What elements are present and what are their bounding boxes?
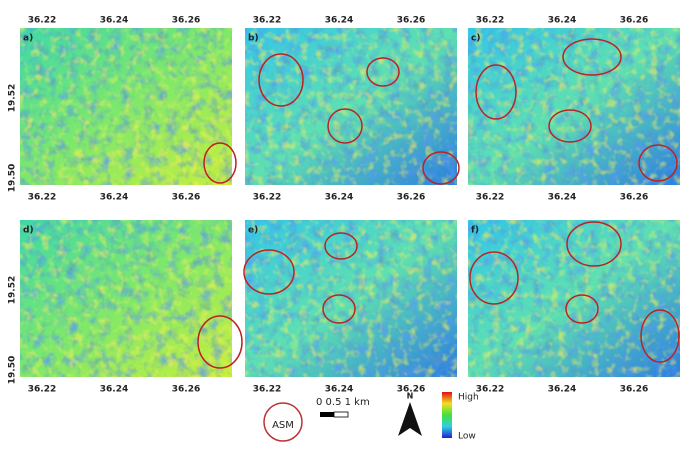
map-texture — [20, 220, 232, 377]
scale-label: 0 0.5 1 km — [316, 397, 370, 408]
x-tick-label: 36.24 — [100, 193, 128, 203]
panel-label: d) — [23, 226, 34, 236]
highlight-ellipse — [203, 142, 237, 184]
north-arrow — [398, 402, 422, 436]
x-tick-label: 36.22 — [253, 16, 281, 26]
legend-low: Low — [458, 432, 476, 442]
highlight-ellipse — [640, 309, 680, 363]
highlight-ellipse — [566, 221, 622, 267]
highlight-ellipse — [366, 57, 400, 87]
legend-symbol-label: ASM — [272, 420, 294, 431]
x-tick-label: 36.26 — [172, 385, 200, 395]
x-tick-label: 36.24 — [325, 385, 353, 395]
north-label: N — [407, 392, 414, 401]
legend-circle — [263, 402, 303, 442]
legend-high: High — [458, 393, 479, 403]
highlight-ellipse — [197, 315, 243, 369]
x-tick-label: 36.26 — [397, 193, 425, 203]
x-tick-label: 36.26 — [620, 193, 648, 203]
x-tick-label: 36.26 — [397, 385, 425, 395]
map-texture — [468, 220, 680, 377]
x-tick-label: 36.24 — [100, 385, 128, 395]
x-tick-label: 36.24 — [325, 193, 353, 203]
y-tick-label: 19.52 — [8, 276, 18, 304]
x-tick-label: 36.24 — [548, 16, 576, 26]
x-tick-label: 36.22 — [476, 193, 504, 203]
highlight-ellipse — [322, 294, 356, 324]
x-tick-label: 36.26 — [172, 193, 200, 203]
y-tick-label: 19.50 — [8, 356, 18, 384]
highlight-ellipse — [548, 109, 592, 143]
highlight-ellipse — [475, 64, 517, 120]
highlight-ellipse — [469, 251, 519, 305]
map-texture — [245, 220, 457, 377]
highlight-ellipse — [422, 151, 460, 185]
highlight-ellipse — [324, 232, 358, 260]
scale-bar — [320, 412, 334, 417]
x-tick-label: 36.24 — [325, 16, 353, 26]
panel-label: b) — [248, 34, 259, 44]
x-tick-label: 36.26 — [172, 16, 200, 26]
highlight-ellipse — [638, 144, 678, 182]
x-tick-label: 36.26 — [620, 385, 648, 395]
highlight-ellipse — [565, 294, 599, 324]
panel-label: f) — [471, 226, 479, 236]
scale-bar — [333, 411, 349, 418]
highlight-ellipse — [243, 249, 295, 295]
x-tick-label: 36.22 — [28, 193, 56, 203]
x-tick-label: 36.26 — [620, 16, 648, 26]
panel-label: a) — [23, 34, 33, 44]
x-tick-label: 36.22 — [476, 16, 504, 26]
highlight-ellipse — [258, 53, 304, 107]
x-tick-label: 36.22 — [253, 385, 281, 395]
color-ramp — [442, 392, 452, 438]
x-tick-label: 36.24 — [100, 16, 128, 26]
map-texture — [468, 28, 680, 185]
panel-label: c) — [471, 34, 480, 44]
panels: a) 36.22 36.22 36.24 36.24 36.26 36.26 19.52 19.… — [8, 16, 680, 395]
x-tick-label: 36.22 — [476, 385, 504, 395]
x-tick-label: 36.24 — [548, 193, 576, 203]
y-tick-label: 19.52 — [8, 84, 18, 112]
highlight-ellipse — [327, 108, 363, 144]
map-texture — [20, 28, 232, 185]
panel-label: e) — [248, 226, 258, 236]
x-tick-label: 36.26 — [397, 16, 425, 26]
x-tick-label: 36.24 — [548, 385, 576, 395]
highlight-ellipse — [562, 38, 622, 76]
x-tick-label: 36.22 — [28, 16, 56, 26]
y-tick-label: 19.50 — [8, 164, 18, 192]
x-tick-label: 36.22 — [28, 385, 56, 395]
x-tick-label: 36.22 — [253, 193, 281, 203]
legend: ASM 0 0.5 1 km N High Low — [263, 392, 479, 442]
